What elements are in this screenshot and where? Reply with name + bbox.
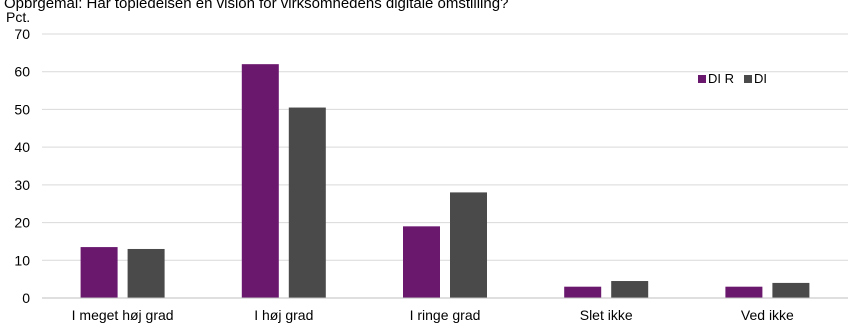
legend-label: DI R: [708, 71, 734, 86]
bar-di-r-2: [403, 226, 440, 298]
y-tick-label: 10: [14, 252, 30, 268]
bar-di-2: [450, 192, 487, 298]
y-tick-label: 40: [14, 139, 30, 155]
bar-di-4: [772, 282, 810, 298]
y-tick-label: 50: [14, 101, 30, 117]
y-axis-label: Pct.: [6, 9, 30, 25]
bar-di-r-0: [80, 247, 118, 298]
y-axis-ticks: 0 10 20 30 40 50 60 70: [14, 26, 30, 306]
bar-di-1: [288, 107, 326, 299]
bar-di-3: [611, 281, 649, 298]
x-tick-label: I meget høj grad: [72, 307, 174, 323]
legend-swatch: [744, 75, 752, 83]
x-axis-ticks: I meget høj grad I høj grad I ringe grad Sl…: [72, 307, 794, 323]
x-tick-label: Slet ikke: [580, 307, 633, 323]
y-tick-label: 60: [14, 64, 30, 80]
y-tick-label: 70: [14, 26, 30, 42]
legend-label: DI: [754, 71, 767, 86]
x-tick-label: I høj grad: [254, 307, 313, 323]
y-tick-label: 20: [14, 215, 30, 231]
x-tick-label: Ved ikke: [741, 307, 794, 323]
x-tick-label: I ringe grad: [410, 307, 481, 323]
y-tick-label: 30: [14, 177, 30, 193]
bars: [80, 64, 810, 299]
bar-di-r-1: [241, 64, 279, 299]
bar-di-r-3: [564, 286, 602, 298]
y-tick-label: 0: [22, 290, 30, 306]
legend: DI R DI: [698, 71, 767, 86]
gridlines: [42, 33, 848, 261]
bar-di-0: [127, 248, 165, 298]
chart-title: Opbrgemål: Har topledelsen en vision for…: [4, 0, 508, 12]
legend-swatch: [698, 75, 706, 83]
bar-di-r-4: [725, 286, 763, 298]
